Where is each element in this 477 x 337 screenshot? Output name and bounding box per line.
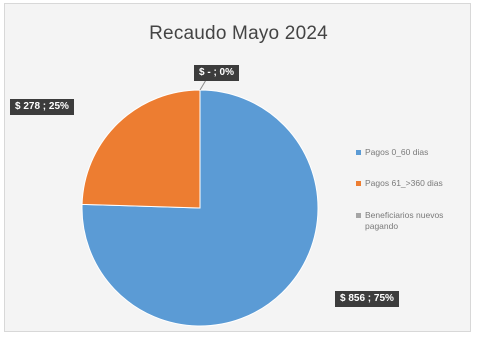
legend-item-pagos-0-60: Pagos 0_60 dias	[356, 147, 474, 158]
pie-slices	[81, 89, 319, 327]
leader-line-beneficiarios-nuevos	[199, 79, 207, 91]
data-label-pagos-0-60: $ 856 ; 75%	[335, 291, 399, 307]
data-label-beneficiarios-nuevos: $ - ; 0%	[194, 65, 240, 81]
slice-pagos-61-360	[81, 89, 201, 209]
legend-swatch-gray	[356, 212, 361, 218]
legend-item-pagos-61-360: Pagos 61_>360 dias	[356, 178, 474, 189]
legend-swatch-blue	[356, 150, 361, 155]
legend-label: Beneficiarios nuevos pagando	[365, 209, 444, 232]
slice-pagos-0-60	[81, 89, 319, 327]
legend: Pagos 0_60 dias Pagos 61_>360 dias Benef…	[356, 147, 474, 253]
legend-label: Pagos 61_>360 dias	[365, 178, 443, 189]
legend-item-beneficiarios-nuevos: Beneficiarios nuevos pagando	[356, 210, 474, 233]
legend-swatch-orange	[356, 181, 361, 187]
chart-title: Recaudo Mayo 2024	[149, 23, 328, 44]
legend-label: Pagos 0_60 dias	[365, 147, 429, 157]
data-label-pagos-61-360: $ 278 ; 25%	[10, 99, 74, 115]
leader-lines	[199, 79, 207, 91]
